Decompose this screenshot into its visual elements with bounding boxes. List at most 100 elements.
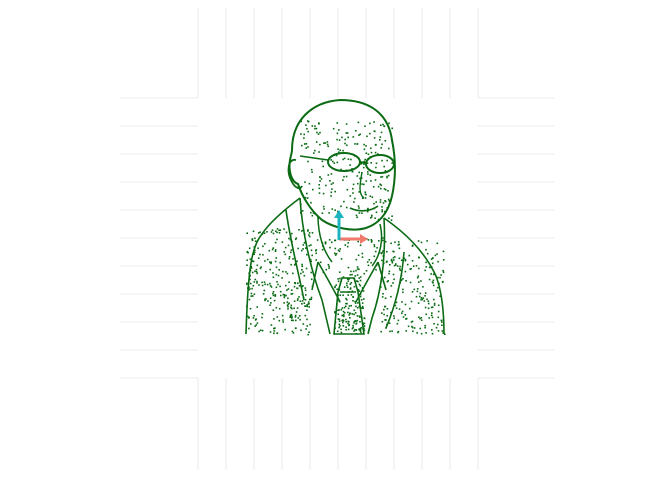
right-shoulder-stipple [391,330,393,332]
tie-stipple [354,328,356,331]
face-stipple [362,166,365,169]
tie-stipple [351,327,354,330]
face-stipple [370,151,373,154]
left-shoulder-stipple [289,238,292,241]
left-shoulder-stipple [254,325,256,327]
tie-stipple [353,309,356,312]
left-shoulder-stipple [269,284,272,287]
left-shoulder-stipple [290,306,292,309]
right-shoulder-stipple [420,332,423,335]
right-shoulder-stipple [399,265,401,268]
face-stipple [374,151,377,154]
collar-stipple [321,248,324,251]
left-shoulder-stipple [304,299,307,301]
right-shoulder-stipple [395,264,397,266]
tie-stipple [349,283,352,285]
left-shoulder-stipple [307,230,309,232]
tie-stipple [362,307,364,309]
face-stipple [307,146,309,148]
tie-stipple [362,327,364,330]
right-shoulder-stipple [422,297,425,299]
left-shoulder-stipple [290,289,293,291]
left-shoulder-stipple [284,253,287,256]
right-shoulder-stipple [399,269,402,272]
face-stipple [326,141,329,143]
left-shoulder-stipple [249,288,251,290]
left-shoulder-stipple [288,237,290,240]
left-shoulder-stipple [302,323,305,325]
left-shoulder-stipple [288,257,290,260]
face-stipple [390,219,393,221]
left-shoulder-stipple [287,306,289,308]
right-shoulder-stipple [411,326,414,329]
right-shoulder-stipple [411,325,413,328]
left-shoulder-stipple [308,232,311,234]
right-shoulder-stipple [386,323,388,326]
left-shoulder-stipple [306,318,308,321]
right-shoulder-stipple [425,313,428,316]
right-shoulder-stipple [437,276,439,279]
right-shoulder-stipple [416,276,419,279]
face-stipple [358,191,360,193]
left-shoulder-stipple [258,330,260,333]
left-shoulder-stipple [273,299,276,302]
face-stipple [357,121,360,124]
collar-stipple [374,250,377,253]
collar-stipple [373,255,376,258]
left-shoulder-stipple [261,281,263,284]
right-shoulder-stipple [409,281,412,284]
tie-stipple [342,325,345,327]
face-stipple [379,139,381,141]
left-shoulder-stipple [270,302,272,304]
right-shoulder-stipple [418,256,420,259]
right-shoulder-stipple [396,322,399,325]
face-stipple [375,211,378,214]
face-stipple [361,183,363,185]
collar-stipple [339,248,341,250]
face-stipple [305,143,308,145]
face-stipple [321,212,324,214]
right-shoulder-stipple [421,298,424,301]
right-shoulder-stipple [439,276,441,279]
face-stipple [363,148,366,151]
left-shoulder-stipple [297,282,299,284]
left-shoulder-stipple [274,249,277,251]
face-stipple [314,212,316,215]
left-shoulder-stipple [287,288,290,290]
tie-stipple [342,294,344,296]
face-stipple [354,197,356,200]
left-shoulder-stipple [287,297,289,300]
left-shoulder-stipple [298,296,300,298]
right-shoulder-stipple [431,329,433,331]
collar-stipple [315,259,317,261]
tie-stipple [343,306,346,309]
right-shoulder-stipple [384,305,386,308]
left-shoulder-stipple [303,242,306,244]
face-stipple [334,153,336,156]
face-stipple [315,127,318,130]
tie-stipple [346,278,349,280]
left-shoulder-stipple [248,280,250,282]
right-shoulder-stipple [398,308,401,310]
face-stipple [303,133,305,136]
face-stipple [328,212,330,214]
tie-stipple [345,328,347,331]
right-shoulder-stipple [442,250,445,253]
left-shoulder-stipple [310,249,313,252]
head-outline [288,98,396,231]
tie-stipple [346,298,348,301]
tie-stipple [360,299,363,301]
tie-stipple [359,295,362,298]
left-shoulder-stipple [259,329,262,331]
left-shoulder-stipple [290,319,293,322]
face-stipple [387,190,389,192]
left-shoulder-stipple [299,318,301,321]
left-shoulder-stipple [298,285,301,287]
face-stipple [370,217,372,219]
left-shoulder-stipple [248,275,251,277]
tie-stipple [354,312,357,314]
face-stipple [307,160,309,163]
tie-stipple [337,309,339,312]
face-stipple [391,142,394,144]
collar-stipple [375,268,377,271]
